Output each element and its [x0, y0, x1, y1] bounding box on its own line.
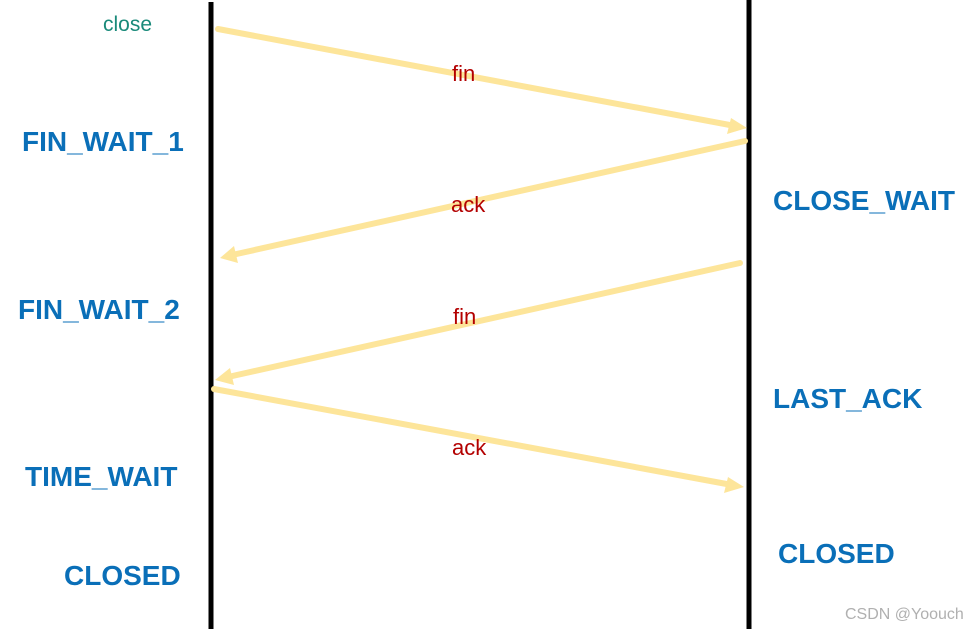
state-time-wait: TIME_WAIT — [25, 461, 178, 492]
state-fin-wait-1: FIN_WAIT_1 — [22, 126, 184, 157]
message-arrow-ack-1 — [220, 138, 748, 263]
state-close-wait: CLOSE_WAIT — [773, 185, 956, 216]
message-label-fin-1: fin — [452, 61, 476, 86]
state-fin-wait-2: FIN_WAIT_2 — [18, 294, 180, 325]
watermark: CSDN @Yoouch — [845, 606, 964, 623]
state-server-closed: CLOSED — [778, 538, 895, 569]
close-trigger-label: close — [103, 13, 153, 36]
message-label-ack-2: ack — [452, 435, 487, 460]
message-label-fin-2: fin — [453, 304, 477, 329]
message-arrow-fin-2 — [215, 260, 743, 385]
message-arrow-ack-2 — [211, 386, 744, 493]
state-client-closed: CLOSED — [64, 560, 181, 591]
state-last-ack: LAST_ACK — [773, 383, 923, 414]
message-arrow-fin-1 — [215, 26, 747, 134]
message-label-ack-1: ack — [451, 192, 486, 217]
